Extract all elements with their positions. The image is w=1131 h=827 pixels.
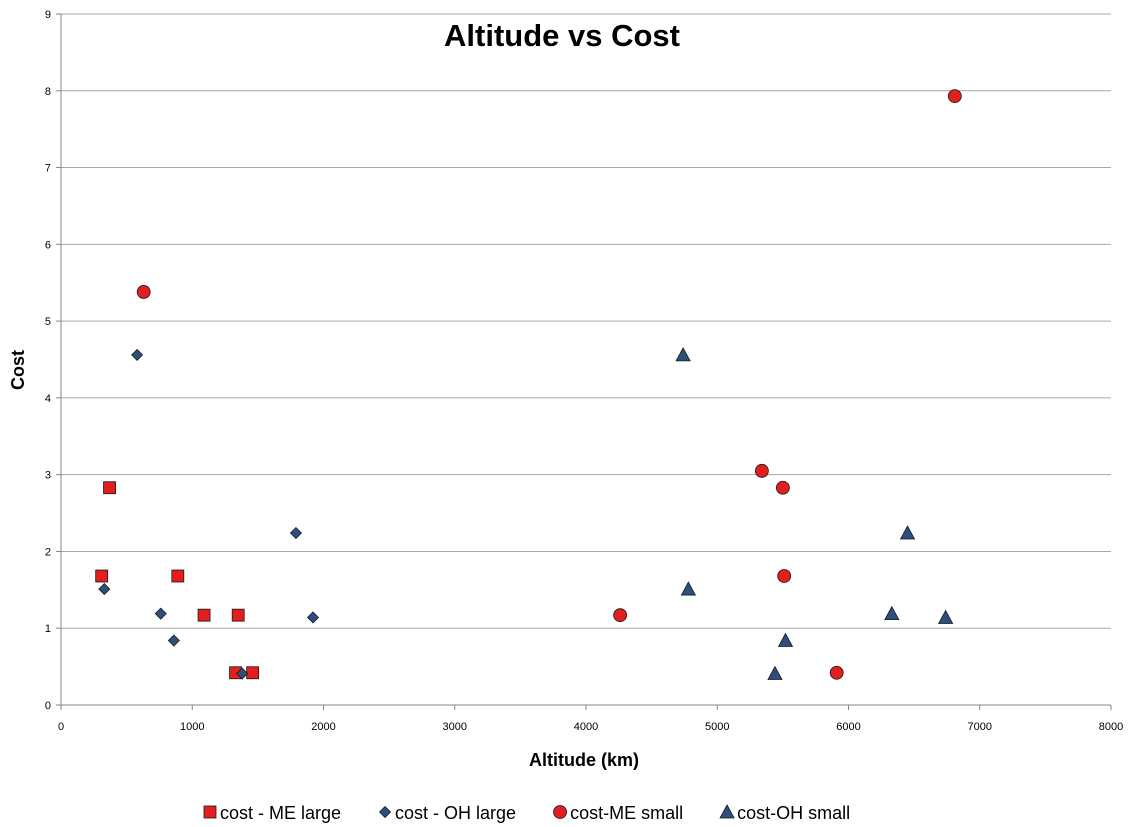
y-tick-label: 4 <box>45 393 51 405</box>
y-tick-label: 6 <box>45 239 51 251</box>
legend-label-1: cost - OH large <box>395 803 516 823</box>
y-tick-label: 8 <box>45 86 51 98</box>
y-tick-label: 0 <box>45 700 51 712</box>
point-triangle-3-2 <box>767 665 783 680</box>
point-circle-2-3 <box>775 480 790 495</box>
axes <box>56 13 1112 710</box>
point-circle-2-0 <box>136 285 151 299</box>
y-axis-title: Cost <box>8 350 28 390</box>
tick-labels: 0 1 2 3 4 5 6 7 8 9 0 1000 2000 3000 4000 5000 6000 7000 8… <box>45 9 1123 733</box>
legend-label-0: cost - ME large <box>220 803 341 823</box>
point-diamond-1-1 <box>131 348 144 361</box>
point-triangle-3-6 <box>937 609 954 624</box>
legend-marker-1 <box>378 805 392 819</box>
x-tick-label: 2000 <box>311 721 335 733</box>
x-tick-label: 3000 <box>443 721 467 733</box>
point-square-0-1 <box>103 481 116 495</box>
y-tick-label: 7 <box>45 163 51 175</box>
legend-label-2: cost-ME small <box>570 803 683 823</box>
point-square-0-6 <box>246 666 260 680</box>
x-tick-label: 0 <box>58 721 64 733</box>
y-tick-label: 5 <box>45 316 51 328</box>
x-axis-title: Altitude (km) <box>529 750 639 770</box>
legend-marker-2 <box>553 805 567 819</box>
point-square-0-3 <box>197 608 211 622</box>
point-circle-2-6 <box>947 89 962 104</box>
point-circle-2-5 <box>829 665 844 680</box>
point-triangle-3-4 <box>884 605 900 621</box>
point-triangle-3-1 <box>680 581 697 596</box>
x-tick-label: 5000 <box>705 721 729 733</box>
point-circle-2-1 <box>613 608 628 623</box>
y-tick-label: 9 <box>45 9 51 21</box>
chart-title: Altitude vs Cost <box>444 18 680 53</box>
x-tick-label: 8000 <box>1099 721 1123 733</box>
point-diamond-1-4 <box>236 667 249 680</box>
point-square-0-0 <box>95 569 109 583</box>
point-triangle-3-0 <box>675 347 691 362</box>
x-tick-label: 6000 <box>836 721 860 733</box>
gridlines <box>61 13 1111 629</box>
y-tick-label: 2 <box>45 546 51 558</box>
point-diamond-1-6 <box>306 611 320 624</box>
point-circle-2-4 <box>777 569 792 583</box>
legend-label-3: cost-OH small <box>737 803 850 823</box>
x-tick-label: 1000 <box>180 721 204 733</box>
point-square-0-2 <box>171 569 185 583</box>
x-tick-label: 4000 <box>574 721 598 733</box>
y-tick-label: 1 <box>45 623 51 635</box>
data-points <box>95 89 962 680</box>
legend-marker-0 <box>203 805 217 819</box>
y-tick-label: 3 <box>45 470 51 482</box>
point-diamond-1-2 <box>154 607 167 620</box>
legend-marker-3 <box>719 804 735 819</box>
point-diamond-1-0 <box>98 582 111 596</box>
point-circle-2-2 <box>754 463 769 478</box>
legend: cost - ME large cost - OH large cost-ME sm… <box>203 803 850 823</box>
point-square-0-5 <box>231 608 245 622</box>
point-triangle-3-3 <box>777 632 794 647</box>
x-tick-label: 7000 <box>968 721 992 733</box>
point-triangle-3-5 <box>899 525 916 540</box>
point-diamond-1-5 <box>289 526 303 540</box>
point-diamond-1-3 <box>167 634 180 647</box>
